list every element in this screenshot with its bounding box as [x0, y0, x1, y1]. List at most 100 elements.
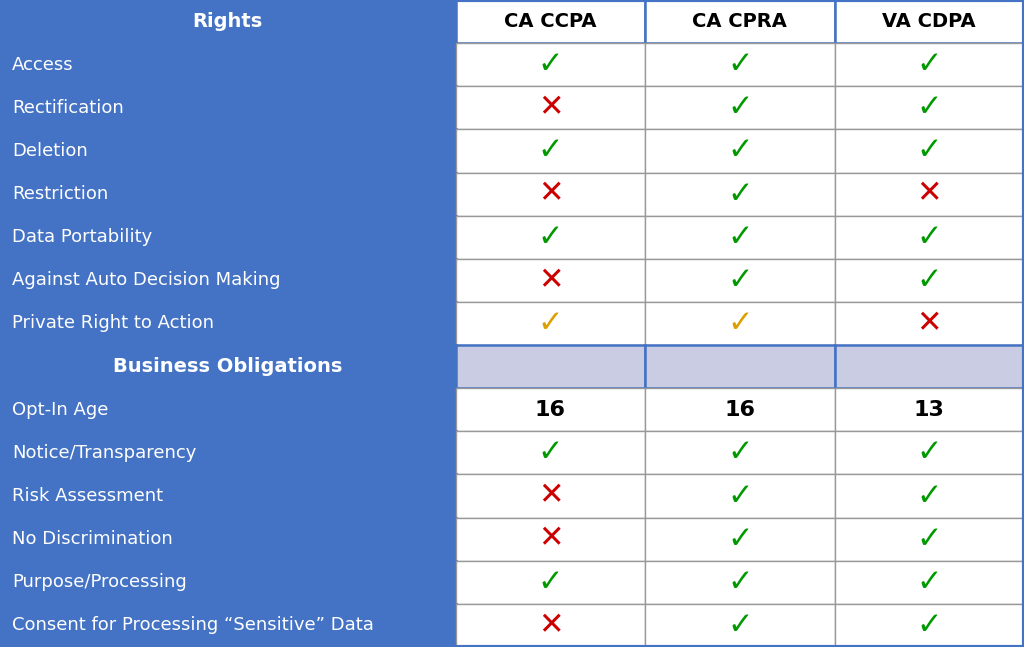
Text: ✓: ✓ [538, 137, 563, 166]
FancyBboxPatch shape [456, 129, 645, 173]
Text: ✓: ✓ [916, 611, 942, 640]
FancyBboxPatch shape [456, 0, 645, 43]
Text: ✓: ✓ [727, 93, 753, 122]
FancyBboxPatch shape [456, 518, 645, 561]
Text: ✓: ✓ [916, 223, 942, 252]
Text: Data Portability: Data Portability [12, 228, 153, 247]
FancyBboxPatch shape [456, 86, 645, 129]
FancyBboxPatch shape [0, 604, 456, 647]
Text: ✓: ✓ [916, 439, 942, 467]
Text: ✓: ✓ [916, 481, 942, 510]
Text: Against Auto Decision Making: Against Auto Decision Making [12, 271, 281, 289]
Text: ✓: ✓ [538, 568, 563, 597]
Text: Purpose/Processing: Purpose/Processing [12, 573, 187, 591]
FancyBboxPatch shape [0, 474, 456, 518]
FancyBboxPatch shape [835, 561, 1024, 604]
FancyBboxPatch shape [0, 432, 456, 474]
FancyBboxPatch shape [835, 432, 1024, 474]
FancyBboxPatch shape [835, 0, 1024, 43]
FancyBboxPatch shape [835, 215, 1024, 259]
Text: ✕: ✕ [538, 481, 563, 510]
Text: ✕: ✕ [538, 525, 563, 554]
FancyBboxPatch shape [456, 474, 645, 518]
Text: Risk Assessment: Risk Assessment [12, 487, 164, 505]
FancyBboxPatch shape [0, 388, 456, 432]
FancyBboxPatch shape [456, 173, 645, 215]
Text: ✓: ✓ [538, 50, 563, 79]
FancyBboxPatch shape [0, 561, 456, 604]
Text: ✕: ✕ [538, 180, 563, 208]
FancyBboxPatch shape [645, 604, 835, 647]
FancyBboxPatch shape [0, 345, 456, 388]
Text: Opt-In Age: Opt-In Age [12, 400, 109, 419]
FancyBboxPatch shape [835, 345, 1024, 388]
Text: ✕: ✕ [538, 93, 563, 122]
FancyBboxPatch shape [0, 129, 456, 173]
Text: ✓: ✓ [916, 93, 942, 122]
FancyBboxPatch shape [835, 43, 1024, 86]
Text: Restriction: Restriction [12, 185, 109, 203]
FancyBboxPatch shape [835, 129, 1024, 173]
FancyBboxPatch shape [835, 474, 1024, 518]
Text: 16: 16 [535, 400, 566, 420]
FancyBboxPatch shape [456, 259, 645, 302]
FancyBboxPatch shape [645, 345, 835, 388]
FancyBboxPatch shape [0, 215, 456, 259]
Text: ✓: ✓ [727, 525, 753, 554]
FancyBboxPatch shape [456, 43, 645, 86]
FancyBboxPatch shape [645, 0, 835, 43]
Text: ✕: ✕ [538, 266, 563, 295]
Text: ✕: ✕ [916, 180, 942, 208]
FancyBboxPatch shape [0, 43, 456, 86]
FancyBboxPatch shape [645, 86, 835, 129]
Text: ✓: ✓ [727, 180, 753, 208]
Text: ✓: ✓ [727, 223, 753, 252]
Text: ✓: ✓ [727, 439, 753, 467]
FancyBboxPatch shape [645, 518, 835, 561]
Text: VA CDPA: VA CDPA [883, 12, 976, 31]
Text: ✓: ✓ [727, 481, 753, 510]
FancyBboxPatch shape [835, 173, 1024, 215]
FancyBboxPatch shape [645, 432, 835, 474]
Text: Notice/Transparency: Notice/Transparency [12, 444, 197, 462]
Text: ✓: ✓ [538, 223, 563, 252]
Text: No Discrimination: No Discrimination [12, 530, 173, 548]
Text: ✓: ✓ [916, 266, 942, 295]
FancyBboxPatch shape [835, 518, 1024, 561]
FancyBboxPatch shape [0, 518, 456, 561]
Text: ✓: ✓ [727, 266, 753, 295]
Text: ✓: ✓ [538, 439, 563, 467]
FancyBboxPatch shape [0, 302, 456, 345]
Text: 16: 16 [724, 400, 756, 420]
Text: ✕: ✕ [916, 309, 942, 338]
Text: ✓: ✓ [916, 50, 942, 79]
FancyBboxPatch shape [456, 604, 645, 647]
FancyBboxPatch shape [645, 129, 835, 173]
Text: ✓: ✓ [916, 568, 942, 597]
FancyBboxPatch shape [645, 43, 835, 86]
Text: CA CPRA: CA CPRA [692, 12, 787, 31]
Text: Consent for Processing “Sensitive” Data: Consent for Processing “Sensitive” Data [12, 617, 374, 635]
FancyBboxPatch shape [835, 302, 1024, 345]
Text: ✓: ✓ [916, 525, 942, 554]
FancyBboxPatch shape [456, 432, 645, 474]
Text: CA CCPA: CA CCPA [504, 12, 597, 31]
Text: Rectification: Rectification [12, 99, 124, 117]
Text: Deletion: Deletion [12, 142, 88, 160]
Text: ✓: ✓ [727, 50, 753, 79]
FancyBboxPatch shape [835, 604, 1024, 647]
FancyBboxPatch shape [835, 388, 1024, 432]
Text: Rights: Rights [193, 12, 263, 31]
Text: 13: 13 [913, 400, 945, 420]
Text: Private Right to Action: Private Right to Action [12, 314, 214, 333]
FancyBboxPatch shape [0, 86, 456, 129]
FancyBboxPatch shape [456, 302, 645, 345]
FancyBboxPatch shape [0, 173, 456, 215]
Text: Access: Access [12, 56, 74, 74]
FancyBboxPatch shape [0, 0, 456, 43]
Text: ✓: ✓ [727, 568, 753, 597]
FancyBboxPatch shape [456, 388, 645, 432]
Text: ✓: ✓ [538, 309, 563, 338]
Text: ✓: ✓ [727, 611, 753, 640]
FancyBboxPatch shape [645, 388, 835, 432]
